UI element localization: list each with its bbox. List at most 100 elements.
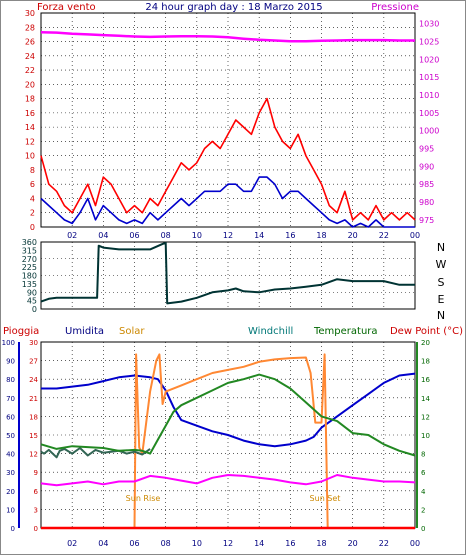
wind-x-tick: 14	[254, 231, 264, 240]
solar-axis-tick: 9	[34, 469, 38, 477]
direction-axis-tick: 315	[22, 246, 37, 255]
direction-axis-tick: 360	[22, 238, 37, 247]
solar-axis-tick: 3	[34, 506, 38, 514]
pressure-axis-tick: 1030	[419, 20, 439, 29]
wind-x-tick: 00	[410, 231, 420, 240]
direction-axis-tick: 45	[27, 297, 37, 306]
pressure-axis-tick: 995	[419, 145, 434, 154]
wind-axis-tick: 26	[25, 38, 35, 47]
climate-x-tick: 12	[223, 539, 233, 548]
humidity-line	[41, 372, 416, 448]
wind-axis-tick: 0	[30, 223, 35, 232]
direction-axis-tick: 225	[22, 263, 37, 272]
sunrise-label: Sun Rise	[126, 494, 161, 503]
climate-x-tick: 10	[192, 539, 202, 548]
wind-x-tick: 02	[67, 231, 77, 240]
pressure-axis-tick: 975	[419, 216, 434, 225]
wind-axis-tick: 10	[25, 152, 35, 161]
compass-label: S	[438, 276, 445, 289]
temperature-axis-tick: 18	[421, 358, 430, 366]
wind-axis-tick: 24	[25, 52, 35, 61]
solar-axis-tick: 0	[34, 525, 38, 533]
direction-axis-tick: 180	[22, 272, 37, 281]
wind-axis-tick: 22	[25, 66, 35, 75]
wind-axis-tick: 14	[25, 123, 35, 132]
pressure-axis-tick: 1015	[419, 73, 439, 82]
pressure-axis-tick: 1000	[419, 127, 439, 136]
direction-axis-tick: 270	[22, 255, 37, 264]
solar-axis-tick: 12	[29, 451, 38, 459]
solar-axis-tick: 30	[29, 339, 38, 347]
wind-axis-tick: 6	[30, 180, 35, 189]
humidity-axis-tick: 30	[6, 469, 15, 477]
humidity-axis-tick: 20	[6, 488, 15, 496]
solar-axis-tick: 6	[34, 488, 39, 496]
temperature-axis-tick: 2	[421, 506, 425, 514]
compass-label: N	[437, 241, 445, 254]
rain-label: Pioggia	[3, 326, 39, 337]
compass-label: N	[437, 309, 445, 322]
humidity-axis-tick: 60	[6, 413, 15, 421]
temperature-axis-tick: 20	[421, 339, 430, 347]
dewpoint-line	[40, 474, 416, 487]
wind-x-tick: 20	[348, 231, 358, 240]
solar-axis-tick: 27	[29, 358, 38, 366]
sunset-label: Sun Set	[310, 494, 341, 503]
humidity-axis-tick: 10	[6, 506, 15, 514]
wind-panel-frame	[40, 12, 416, 228]
compass-label: W	[436, 258, 447, 271]
climate-x-tick: 04	[98, 539, 108, 548]
solar-axis-tick: 24	[29, 376, 38, 384]
temperature-label: Temperatura	[313, 326, 378, 337]
climate-x-tick: 00	[410, 539, 420, 548]
wind-x-tick: 06	[129, 231, 139, 240]
pressure-axis-tick: 980	[419, 198, 434, 207]
wind-axis-tick: 30	[25, 9, 35, 18]
wind-axis-tick: 28	[25, 23, 35, 32]
direction-axis-tick: 0	[32, 305, 37, 314]
pressure-axis-tick: 1010	[419, 91, 439, 100]
temperature-axis-tick: 8	[421, 451, 425, 459]
wind-axis-tick: 18	[25, 95, 35, 104]
compass-label: E	[438, 293, 445, 306]
direction-axis-tick: 135	[22, 280, 37, 289]
climate-x-tick: 02	[67, 539, 77, 548]
wind-x-tick: 22	[379, 231, 389, 240]
wind-axis-tick: 2	[30, 209, 35, 218]
temperature-axis-tick: 16	[421, 376, 430, 384]
wind-x-tick: 04	[98, 231, 108, 240]
humidity-axis-tick: 80	[6, 376, 15, 384]
solar-axis-tick: 21	[29, 395, 38, 403]
solar-axis-tick: 15	[29, 432, 38, 440]
wind-axis-tick: 20	[25, 80, 35, 89]
pressure-line	[40, 31, 415, 43]
climate-x-tick: 16	[285, 539, 295, 548]
wind-title: Forza vento	[37, 2, 96, 13]
humidity-axis-tick: 100	[2, 339, 15, 347]
temperature-axis-tick: 4	[421, 488, 426, 496]
gust_avg-line	[40, 176, 415, 228]
solar-axis-tick: 18	[29, 413, 38, 421]
wind-x-tick: 08	[161, 231, 171, 240]
humidity-axis-tick: 50	[6, 432, 15, 440]
temperature-axis-tick: 12	[421, 413, 430, 421]
temperature-axis-tick: 0	[421, 525, 425, 533]
wind-x-tick: 12	[223, 231, 233, 240]
pressure-axis-tick: 985	[419, 180, 434, 189]
solar-label: Solar	[119, 326, 145, 337]
direction-line	[40, 241, 415, 305]
direction-axis-tick: 90	[27, 288, 37, 297]
climate-x-tick: 20	[348, 539, 358, 548]
windchill-line	[40, 447, 151, 459]
pressure-axis-tick: 1025	[419, 38, 439, 47]
pressure-axis-tick: 1005	[419, 109, 439, 118]
temperature-line	[40, 373, 416, 457]
pressure-axis-tick: 1020	[419, 55, 439, 64]
humidity-axis-tick: 70	[6, 395, 15, 403]
temperature-axis-tick: 10	[421, 432, 430, 440]
humidity-axis-tick: 0	[11, 525, 15, 533]
humidity-axis-tick: 40	[6, 451, 15, 459]
temperature-axis-tick: 6	[421, 469, 426, 477]
climate-x-tick: 08	[161, 539, 171, 548]
